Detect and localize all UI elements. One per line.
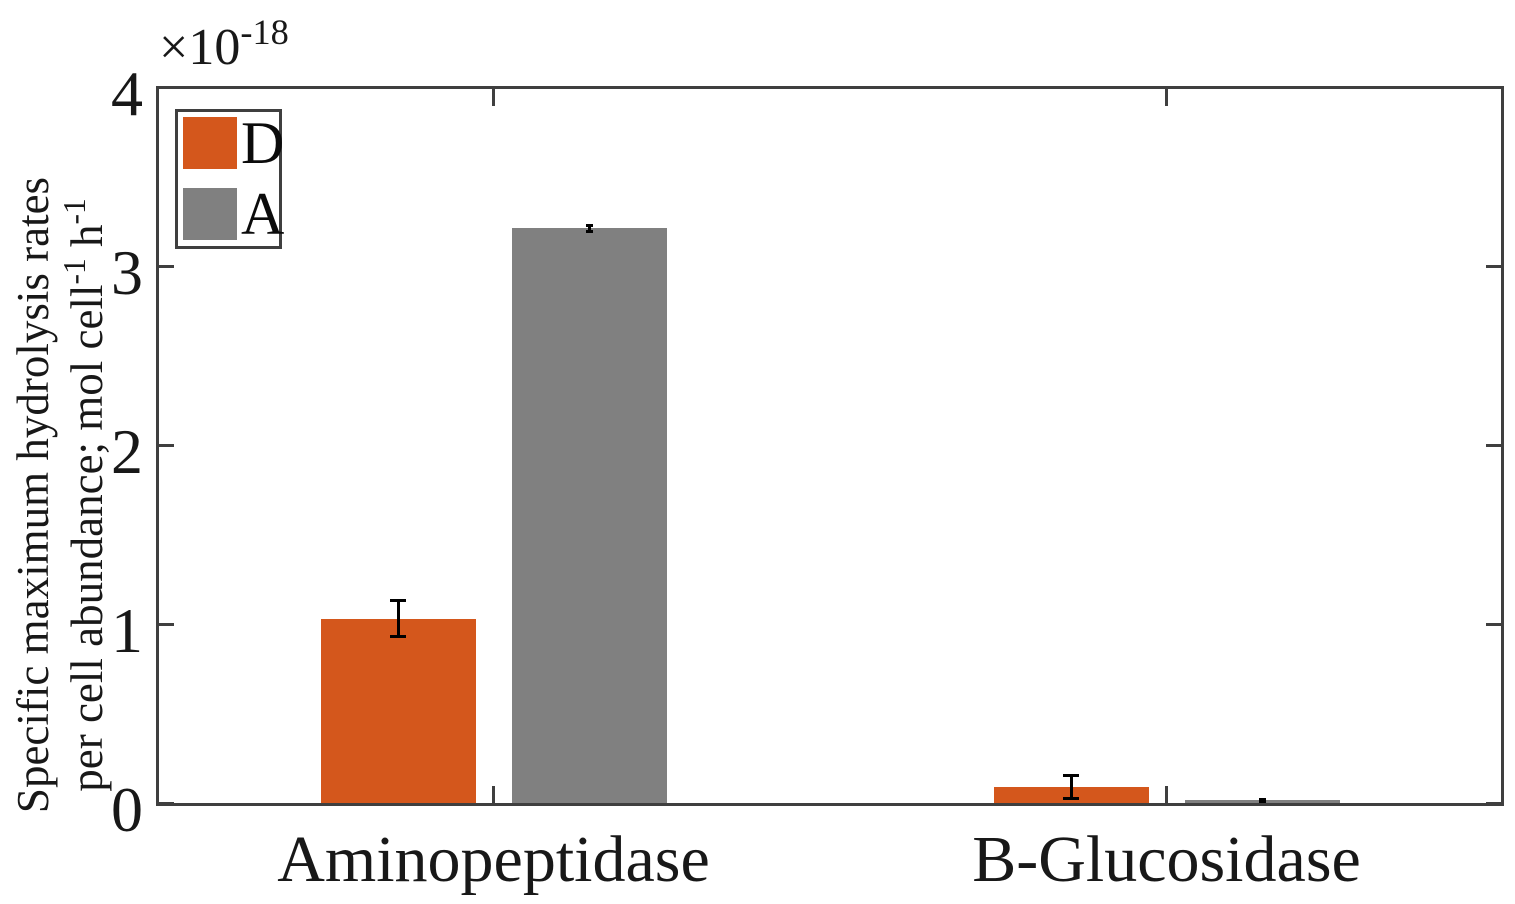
error-bar-cap-top — [585, 224, 593, 228]
legend-label-d: D — [241, 110, 285, 176]
y-tick-right — [1486, 801, 1501, 805]
y-tick-label: 1 — [111, 595, 143, 666]
y-tick-left — [159, 622, 174, 626]
legend-swatch-a — [183, 188, 237, 240]
error-bar-cap-top — [1063, 773, 1079, 777]
error-bar-cap-bottom — [1258, 799, 1266, 803]
y-tick-left — [159, 443, 174, 447]
plain-text: ×10 — [159, 19, 241, 76]
y-tick-right — [1486, 264, 1501, 268]
bar-a-1 — [511, 228, 667, 803]
error-bar-cap-bottom — [585, 229, 593, 233]
error-bar-line — [396, 600, 400, 637]
y-axis-multiplier: ×10-18 — [159, 12, 289, 80]
x-tick-top — [1165, 89, 1168, 106]
plot-area — [156, 86, 1504, 806]
y-tick-right — [1486, 622, 1501, 626]
y-tick-left — [159, 85, 174, 89]
x-tick-label: Aminopeptidase — [277, 823, 710, 896]
y-tick-label: 0 — [111, 774, 143, 845]
y-tick-label: 3 — [111, 237, 143, 308]
y-tick-left — [159, 801, 174, 805]
x-tick-bottom — [492, 786, 495, 803]
y-tick-right — [1486, 443, 1501, 447]
y-tick-label: 2 — [111, 416, 143, 487]
x-tick-bottom — [1165, 786, 1168, 803]
legend-entry-a: A — [183, 184, 284, 244]
legend-label-a: A — [241, 181, 285, 247]
error-bar-line — [587, 225, 591, 232]
plain-text: per cell abundance; mol cell — [62, 284, 112, 792]
legend-swatch-d — [183, 117, 237, 169]
superscript-text: -1 — [56, 198, 92, 225]
y-tick-label: 4 — [111, 58, 143, 129]
legend: D A — [175, 109, 284, 249]
y-tick-left — [159, 264, 174, 268]
error-bar-cap-bottom — [390, 635, 406, 639]
y-tick-right — [1486, 85, 1501, 89]
error-bar-cap-bottom — [1063, 797, 1079, 801]
bar-d-1 — [320, 618, 476, 803]
error-bar-cap-top — [390, 599, 406, 603]
error-bar-cap-top — [1258, 797, 1266, 801]
legend-entry-d: D — [183, 113, 284, 173]
superscript-text: -18 — [240, 11, 289, 52]
error-bar-line — [1069, 775, 1073, 799]
x-tick-label: B-Glucosidase — [972, 823, 1361, 896]
x-tick-top — [492, 89, 495, 106]
